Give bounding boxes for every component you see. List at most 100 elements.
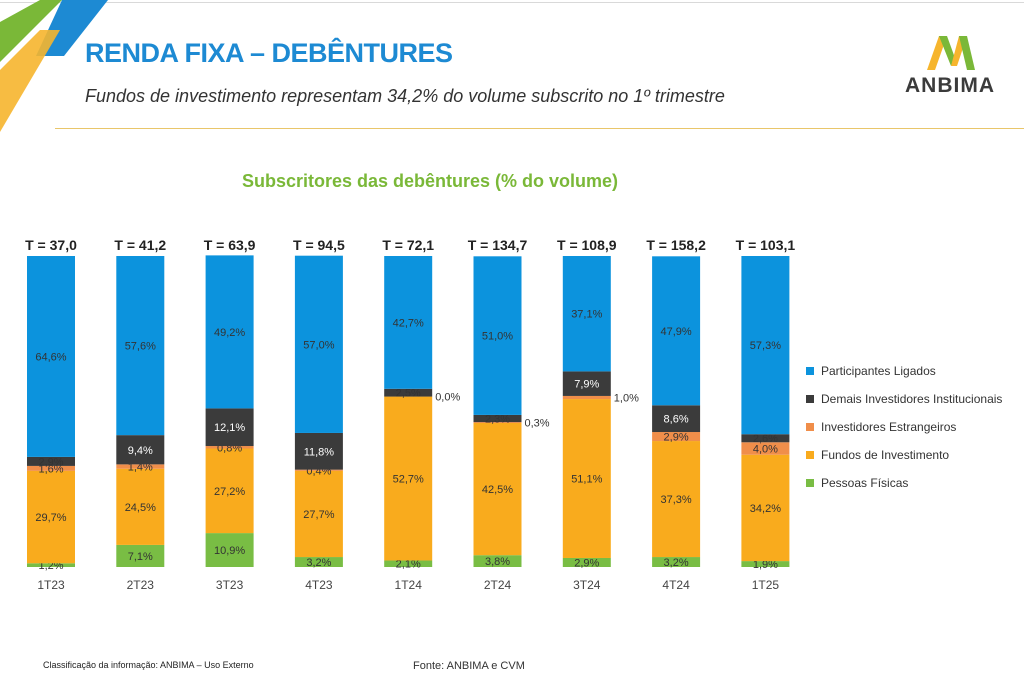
- bar-segment-participantes: [741, 256, 790, 435]
- total-label: T = 108,9: [557, 237, 617, 253]
- x-tick-label: 1T24: [395, 578, 423, 592]
- data-label: 57,6%: [125, 341, 156, 353]
- x-tick-label: 4T24: [662, 578, 690, 592]
- legend-label: Demais Investidores Institucionais: [821, 392, 1003, 406]
- bar-segment-pessoas: [205, 533, 254, 567]
- bar-segment-participantes: [205, 255, 254, 409]
- bar-segment-estrangeiros: [741, 442, 790, 455]
- bar-segment-fundos: [741, 454, 790, 562]
- data-label: 52,7%: [393, 474, 424, 486]
- data-label: 2,9%: [38, 456, 63, 468]
- total-label: T = 94,5: [293, 237, 345, 253]
- data-label: 51,0%: [482, 331, 513, 343]
- bar-segment-fundos: [473, 423, 522, 556]
- data-label: 12,1%: [214, 422, 245, 434]
- data-label: 27,7%: [303, 509, 334, 521]
- bar-segment-participantes: [116, 256, 165, 436]
- page-subtitle: Fundos de investimento representam 34,2%…: [85, 86, 725, 106]
- data-label: 7,9%: [574, 379, 599, 391]
- data-label: 57,3%: [750, 340, 781, 352]
- bar-segment-participantes: [384, 256, 433, 389]
- legend-swatch: [806, 395, 814, 403]
- data-label: 42,7%: [393, 317, 424, 329]
- data-label: 42,5%: [482, 484, 513, 496]
- x-tick-label: 1T25: [752, 578, 780, 592]
- data-label: 9,4%: [128, 445, 153, 457]
- bar-segment-pessoas: [652, 557, 701, 567]
- bar-segment-pessoas: [116, 544, 165, 567]
- legend-item-pessoas: Pessoas Físicas: [806, 469, 1002, 497]
- total-label: T = 158,2: [646, 237, 706, 253]
- data-label: 11,8%: [304, 446, 335, 458]
- data-label: 2,6%: [753, 433, 778, 445]
- data-label: 8,6%: [664, 414, 689, 426]
- data-label: 1,4%: [128, 462, 153, 474]
- data-label: 49,2%: [214, 327, 245, 339]
- x-tick-label: 1T23: [37, 578, 65, 592]
- stacked-bar-chart: 1,2%29,7%1,6%2,9%64,6%T = 37,01T237,1%24…: [25, 237, 796, 592]
- data-label: 37,1%: [571, 309, 602, 321]
- bar-segment-pessoas: [741, 561, 790, 567]
- data-label: 57,0%: [303, 339, 334, 351]
- bar-segment-estrangeiros: [205, 446, 254, 449]
- bar-segment-pessoas: [294, 557, 343, 567]
- data-label: 3,2%: [664, 557, 689, 569]
- data-label: 29,7%: [35, 512, 66, 524]
- total-label: T = 72,1: [382, 237, 434, 253]
- bar-segment-fundos: [562, 399, 611, 558]
- data-label: 4,0%: [753, 444, 778, 456]
- bar-segment-estrangeiros: [294, 469, 343, 471]
- legend-label: Pessoas Físicas: [821, 476, 909, 490]
- data-label: 0,0%: [435, 392, 460, 404]
- bar-segment-demais: [652, 405, 701, 433]
- legend-swatch: [806, 367, 814, 375]
- data-label: 0,3%: [525, 418, 550, 430]
- bar-segment-demais: [741, 434, 790, 443]
- bar-segment-pessoas: [384, 560, 433, 567]
- data-label: 10,9%: [214, 545, 245, 557]
- top-border: [0, 2, 1024, 3]
- legend-item-estrangeiros: Investidores Estrangeiros: [806, 413, 1002, 441]
- data-label: 3,2%: [306, 557, 331, 569]
- anbima-logo: ANBIMA: [895, 30, 1005, 100]
- bar-segment-participantes: [652, 256, 701, 406]
- bar-segment-demais: [27, 456, 75, 466]
- data-label: 2,1%: [396, 559, 421, 571]
- data-label: 3,8%: [485, 556, 510, 568]
- x-tick-label: 3T23: [216, 578, 244, 592]
- bar-segment-fundos: [294, 470, 343, 558]
- bar-segment-fundos: [205, 448, 254, 534]
- bar-segment-fundos: [27, 470, 75, 564]
- bar-segment-estrangeiros: [116, 464, 165, 469]
- x-tick-label: 2T24: [484, 578, 512, 592]
- legend-swatch: [806, 423, 814, 431]
- legend-swatch: [806, 479, 814, 487]
- bar-segment-pessoas: [27, 563, 75, 567]
- bar-segment-fundos: [384, 396, 433, 561]
- bar-segment-fundos: [652, 441, 701, 558]
- total-label: T = 103,1: [736, 237, 796, 253]
- data-label: 2,3%: [485, 413, 510, 425]
- legend-label: Participantes Ligados: [821, 364, 936, 378]
- data-label: 64,6%: [35, 351, 66, 363]
- bar-segment-pessoas: [562, 557, 611, 567]
- bar-segment-fundos: [116, 468, 165, 545]
- bar-segment-estrangeiros: [473, 422, 522, 424]
- total-label: T = 134,7: [468, 237, 528, 253]
- data-label: 1,6%: [38, 463, 63, 475]
- legend-label: Fundos de Investimento: [821, 448, 950, 462]
- legend-item-participantes: Participantes Ligados: [806, 357, 1002, 385]
- data-label: 1,0%: [614, 393, 639, 405]
- total-label: T = 63,9: [204, 237, 256, 253]
- bar-segment-demais: [116, 435, 165, 465]
- header-divider: [55, 128, 1024, 129]
- page-title: RENDA FIXA – DEBÊNTURES: [85, 38, 453, 68]
- data-label: 27,2%: [214, 486, 245, 498]
- data-label: 34,2%: [750, 503, 781, 515]
- bar-segment-participantes: [294, 255, 343, 433]
- bar-segment-pessoas: [473, 555, 522, 567]
- data-label: 2,5%: [396, 388, 421, 400]
- data-label: 51,1%: [571, 474, 602, 486]
- chart-title: Subscritores das debêntures (% do volume…: [241, 171, 619, 191]
- legend-item-fundos: Fundos de Investimento: [806, 441, 1002, 469]
